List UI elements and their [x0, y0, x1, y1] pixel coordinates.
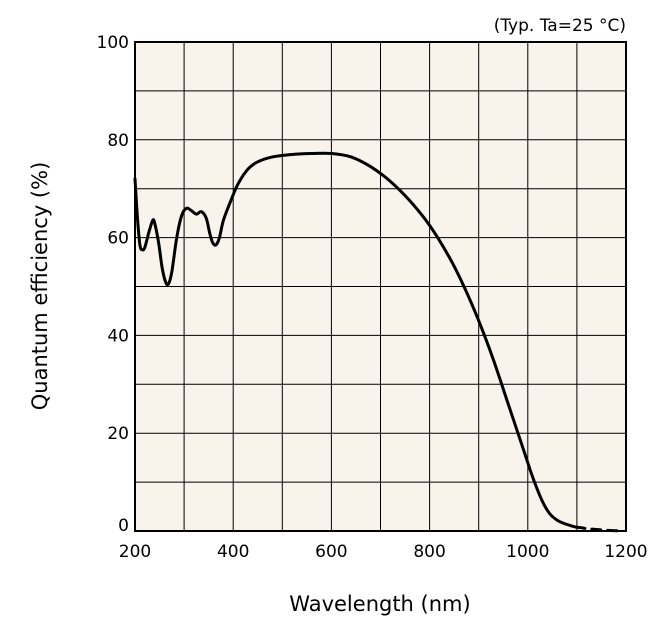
- y-tick-label: 0: [118, 516, 129, 536]
- x-tick-label: 400: [217, 542, 249, 562]
- series-layer: [133, 151, 626, 533]
- x-axis-label: Wavelength (nm): [289, 592, 470, 616]
- y-tick-label: 60: [107, 229, 129, 249]
- y-tick-label: 20: [107, 424, 129, 444]
- plot-frame: [134, 41, 627, 532]
- series-line-quantum-efficiency-extrapolated: [574, 525, 626, 533]
- y-axis-label: Quantum efficiency (%): [28, 162, 52, 411]
- series-line-quantum-efficiency: [133, 151, 578, 529]
- y-tick-label: 100: [97, 33, 129, 53]
- x-tick-label: 1200: [604, 542, 647, 562]
- x-tick-label: 800: [413, 542, 445, 562]
- x-tick-label: 1000: [506, 542, 549, 562]
- tick-labels: 200 400 600 800 1000 1200 0 20 40 60 80 100: [97, 33, 648, 562]
- x-tick-label: 600: [315, 542, 347, 562]
- conditions-annotation: (Typ. Ta=25 °C): [494, 16, 626, 36]
- y-tick-label: 80: [107, 131, 129, 151]
- x-tick-label: 200: [119, 542, 151, 562]
- grid: [135, 42, 626, 531]
- y-tick-label: 40: [107, 326, 129, 346]
